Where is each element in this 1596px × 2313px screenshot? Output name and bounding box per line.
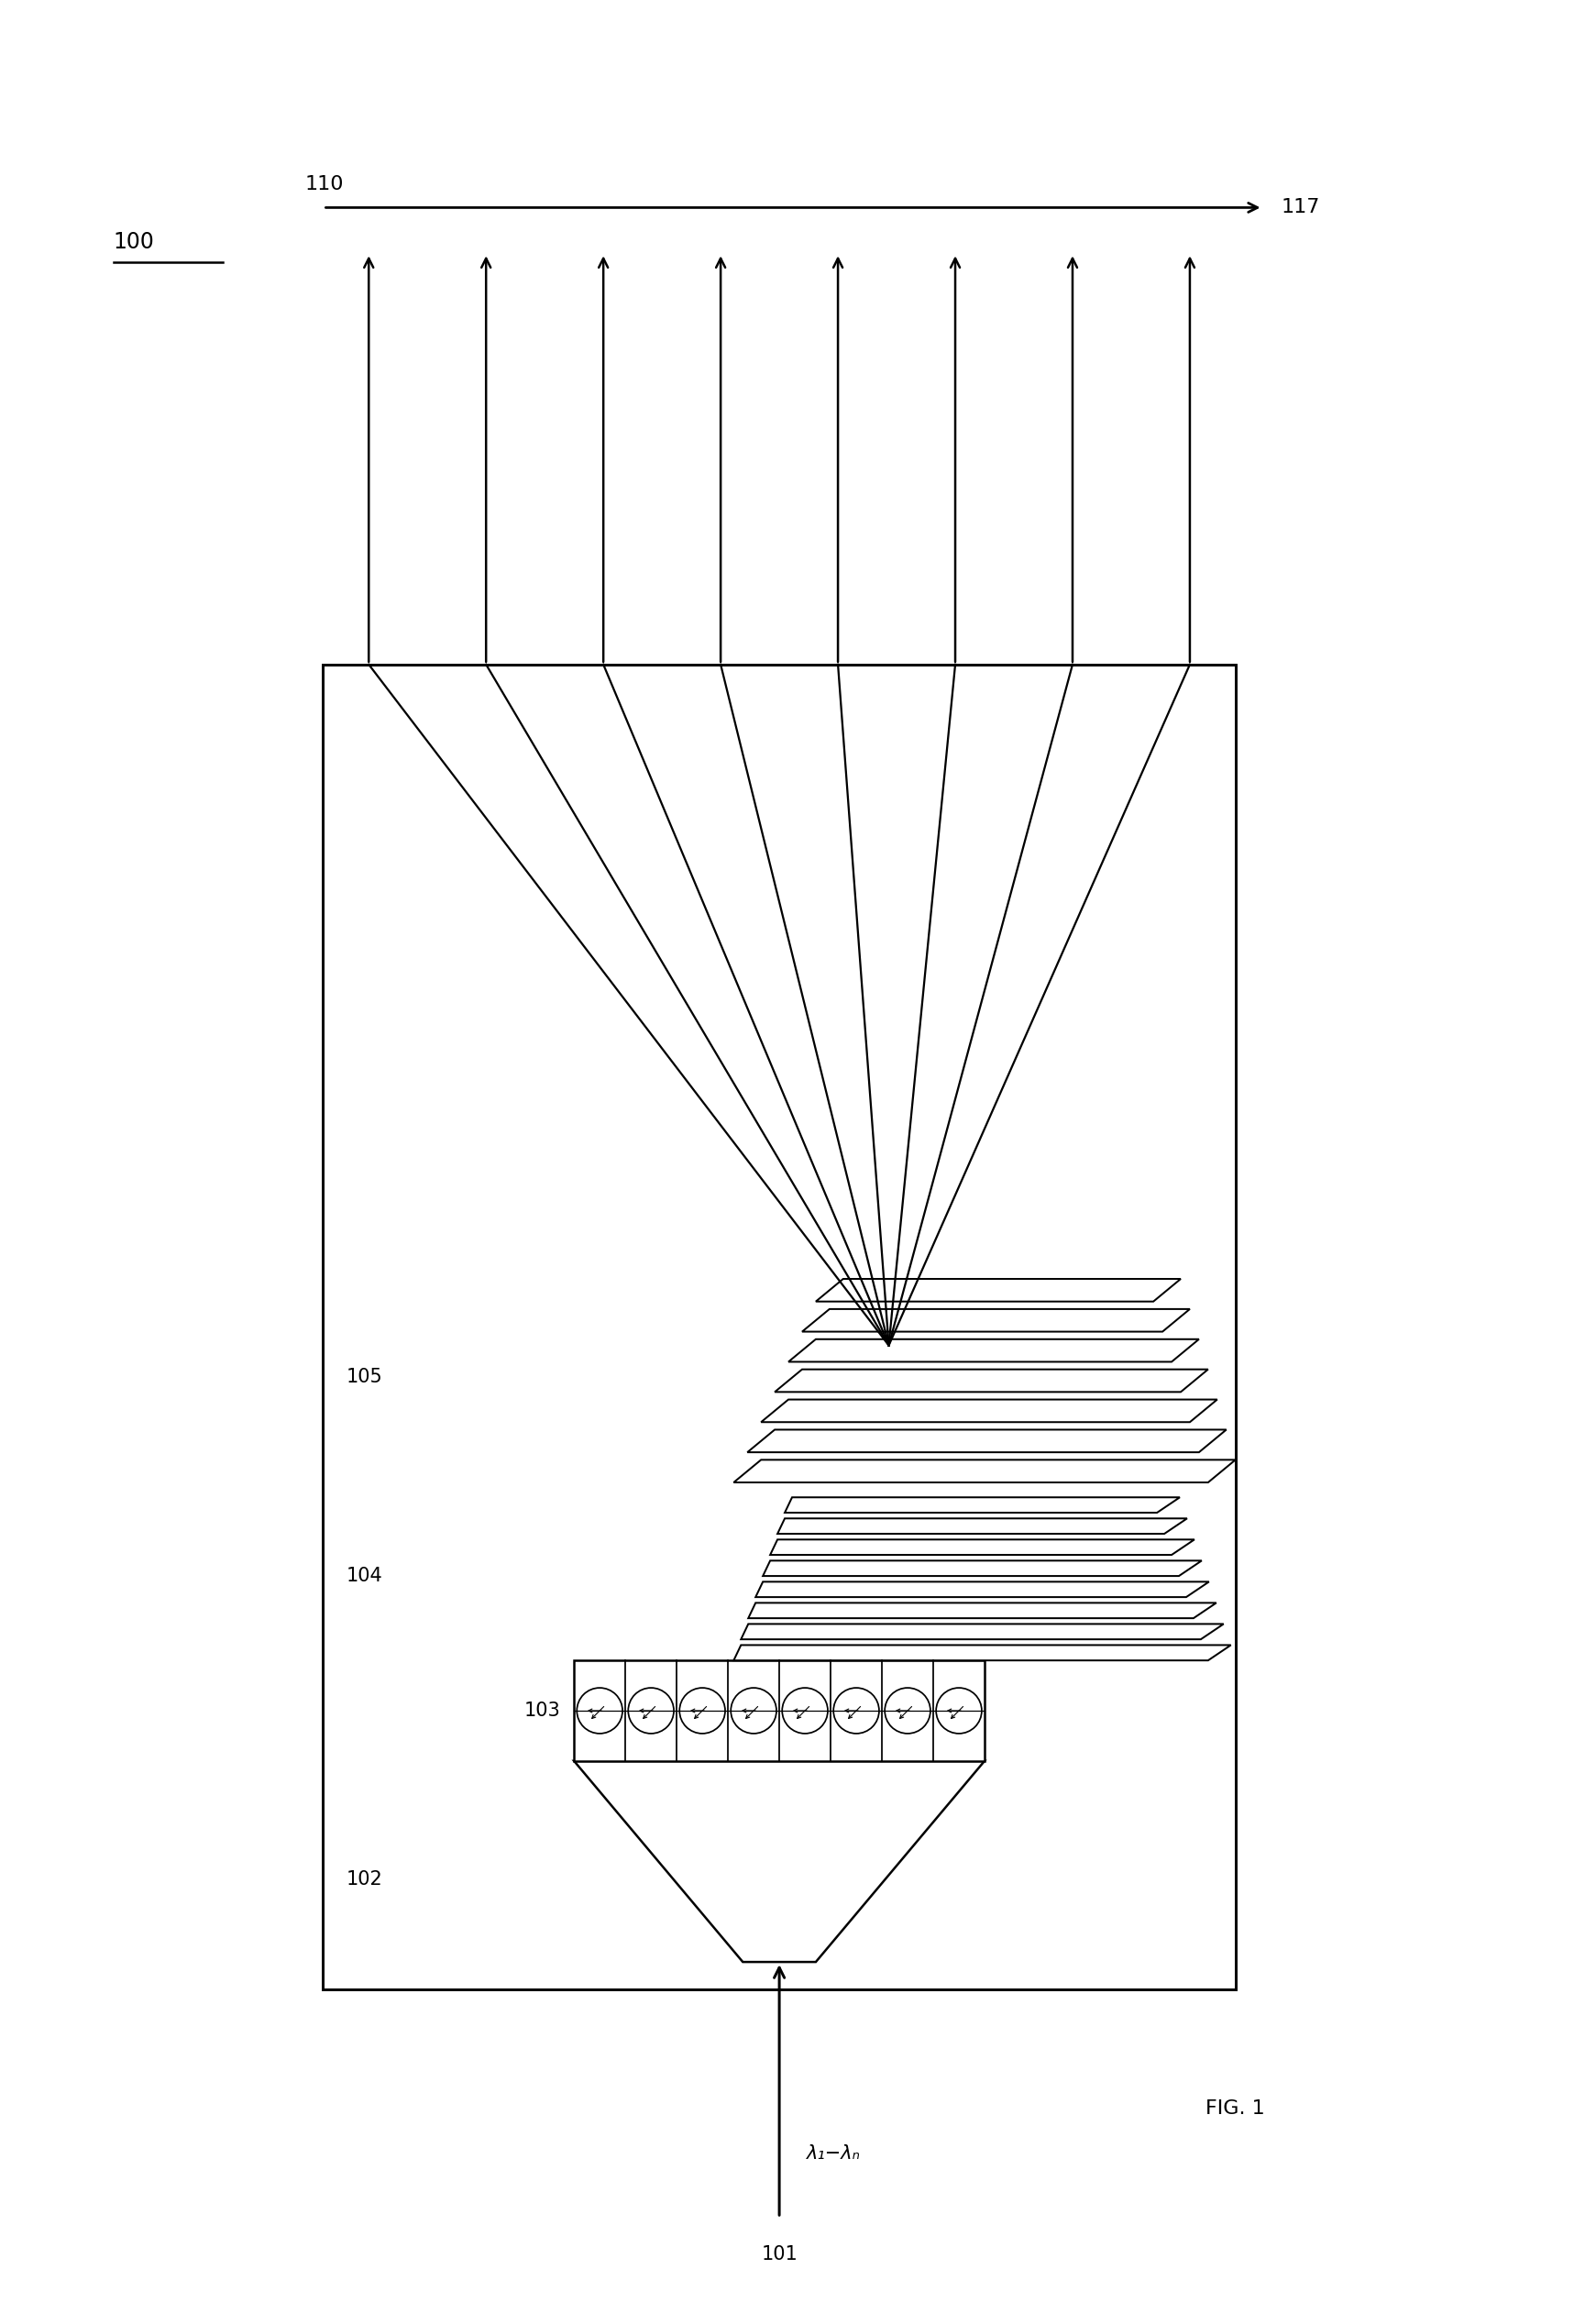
Polygon shape (777, 1517, 1187, 1534)
Polygon shape (785, 1497, 1179, 1513)
Polygon shape (741, 1624, 1224, 1640)
Polygon shape (734, 1645, 1231, 1661)
Polygon shape (734, 1460, 1235, 1483)
Polygon shape (788, 1339, 1199, 1362)
Text: 103: 103 (523, 1702, 560, 1721)
Polygon shape (749, 1603, 1216, 1619)
Text: 110: 110 (305, 176, 343, 194)
Text: 117: 117 (1282, 199, 1320, 217)
Polygon shape (803, 1309, 1191, 1332)
Polygon shape (774, 1369, 1208, 1392)
Text: 105: 105 (346, 1367, 383, 1385)
Text: FIG. 1: FIG. 1 (1207, 2098, 1266, 2116)
Polygon shape (816, 1279, 1181, 1302)
Text: 100: 100 (113, 231, 155, 252)
Text: 101: 101 (761, 2246, 798, 2264)
Polygon shape (747, 1429, 1226, 1453)
Polygon shape (763, 1561, 1202, 1575)
Polygon shape (575, 1760, 985, 1961)
Text: λ₁−λₙ: λ₁−λₙ (806, 2144, 860, 2163)
Bar (322, 664, 1235, 1989)
Polygon shape (771, 1540, 1194, 1554)
Polygon shape (755, 1582, 1210, 1596)
Text: 104: 104 (346, 1566, 383, 1584)
Text: 102: 102 (346, 1871, 383, 1890)
Polygon shape (761, 1399, 1218, 1422)
Bar (575, 1661, 985, 1760)
